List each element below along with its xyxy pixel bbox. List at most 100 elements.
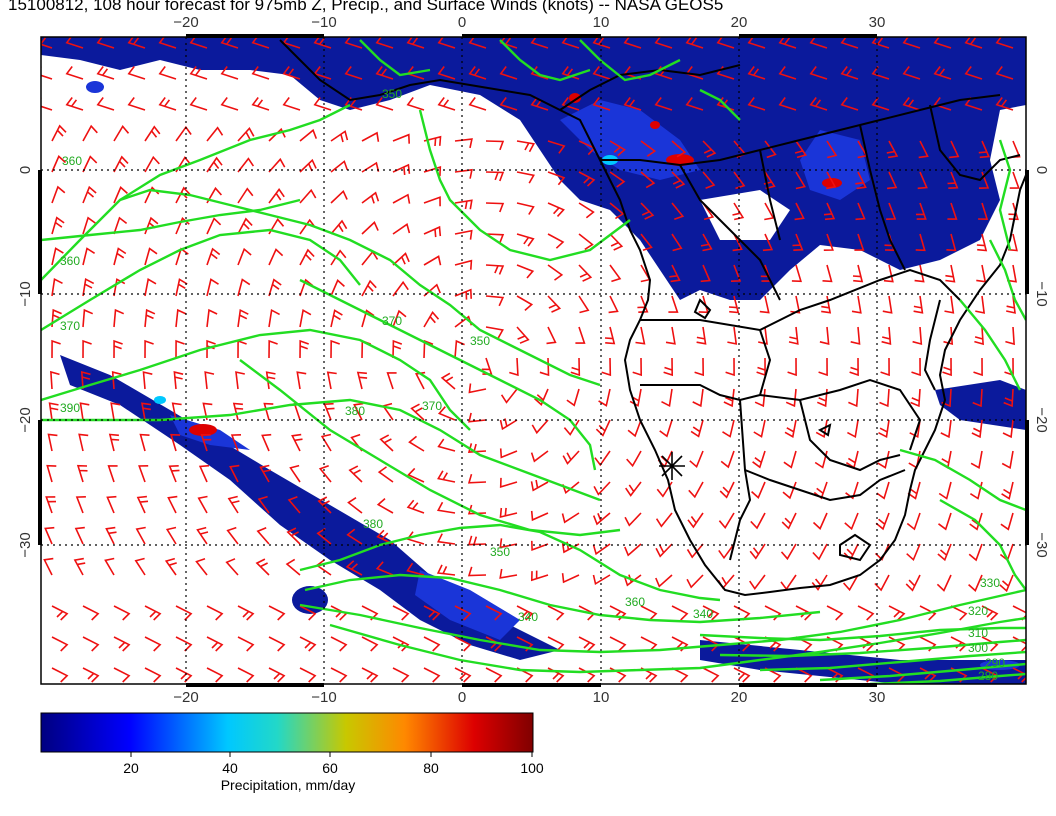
wind-barb	[759, 295, 770, 314]
wind-barb	[547, 140, 566, 154]
wind-barb	[51, 277, 63, 297]
wind-barb	[575, 326, 586, 344]
wind-barb	[516, 202, 535, 215]
wind-barb	[598, 388, 611, 407]
wind-barb	[640, 636, 658, 652]
map-panel: 360 350 370 390 380 370 360 350 340 330 …	[41, 37, 1026, 684]
wind-barb	[936, 574, 952, 592]
wind-barb	[702, 605, 720, 621]
contour-label: 370	[382, 314, 402, 328]
wind-barb	[51, 247, 64, 266]
wind-barb	[732, 233, 743, 252]
wind-barb	[694, 357, 705, 377]
wind-barb	[454, 138, 473, 149]
wind-barb	[686, 574, 704, 589]
wind-barb	[285, 558, 301, 576]
wind-barb	[874, 574, 890, 592]
wind-barb	[812, 543, 828, 561]
wind-barb	[485, 202, 505, 213]
wind-barb	[375, 37, 394, 49]
wind-barb	[592, 66, 611, 80]
wind-barb	[175, 605, 193, 621]
wind-barb	[136, 495, 149, 514]
contour-label: 370	[60, 319, 80, 333]
wind-barb	[175, 308, 187, 328]
wind-barb	[879, 388, 890, 408]
wind-barb	[578, 295, 590, 314]
wind-barb	[230, 434, 242, 452]
wind-barb	[730, 264, 742, 282]
wind-barb	[227, 495, 240, 514]
wind-barb	[423, 283, 441, 297]
wind-barb	[725, 357, 735, 377]
wind-barb	[509, 357, 519, 377]
wind-barb	[918, 140, 929, 159]
lon-label: 0	[458, 14, 466, 31]
wind-barb	[499, 477, 518, 488]
wind-barb	[933, 97, 952, 111]
wind-barb	[318, 464, 332, 483]
wind-barb	[406, 97, 425, 111]
wind-barb	[356, 371, 368, 390]
wind-barb	[237, 636, 255, 652]
wind-barb	[783, 450, 797, 469]
wind-barb	[263, 402, 274, 421]
wind-barb	[375, 66, 394, 80]
wind-barb	[749, 574, 766, 590]
wind-barb	[972, 388, 983, 408]
lat-label: 0	[1033, 166, 1050, 174]
wind-barb	[454, 229, 473, 240]
wind-barb	[189, 66, 208, 80]
wind-barb	[499, 97, 518, 111]
lat-label: −30	[17, 532, 34, 557]
wind-barb	[113, 667, 131, 683]
wind-barb	[578, 667, 596, 683]
wind-barb	[440, 372, 456, 390]
wind-barb	[718, 543, 735, 560]
wind-barb	[51, 155, 67, 173]
wind-barb	[968, 543, 983, 562]
wind-barb	[749, 543, 766, 560]
wind-barb	[330, 160, 349, 173]
wind-barb	[468, 97, 487, 111]
wind-barb	[257, 495, 270, 514]
wind-barb	[141, 402, 152, 421]
wind-barb	[467, 504, 487, 515]
wind-barb	[423, 311, 440, 328]
wind-barb	[947, 202, 958, 220]
wind-barb	[454, 259, 473, 270]
wind-barb	[671, 140, 687, 158]
wind-barb	[377, 466, 394, 483]
colorbar-tick-label: 100	[520, 760, 544, 776]
wind-barb	[812, 512, 828, 530]
wind-barb	[251, 97, 270, 111]
wind-barb	[299, 605, 317, 621]
wind-barb	[826, 171, 837, 190]
wind-barb	[376, 529, 394, 545]
wind-barb	[733, 636, 751, 652]
wind-barb	[361, 667, 379, 683]
wind-barb	[609, 264, 622, 283]
wind-barb	[689, 450, 704, 469]
wind-barb	[816, 388, 828, 408]
wind-barb	[687, 512, 704, 529]
wind-barb	[113, 247, 127, 266]
wind-barb	[106, 495, 117, 514]
wind-barb	[844, 512, 859, 531]
wind-barb	[970, 450, 983, 469]
contour-label: 280	[978, 669, 998, 683]
wind-barb	[696, 326, 707, 345]
wind-barb	[423, 255, 442, 266]
wind-barb	[485, 140, 505, 151]
wind-barb	[949, 140, 960, 159]
wind-barb	[113, 278, 126, 297]
wind-barb	[345, 560, 363, 576]
wind-barb	[220, 66, 239, 80]
wind-barb	[51, 605, 69, 621]
wind-barb	[361, 636, 379, 652]
wind-barb	[392, 252, 410, 266]
lon-label: 10	[593, 14, 610, 31]
wind-barb	[626, 450, 642, 468]
wind-barb	[758, 326, 768, 345]
wind-barb	[933, 66, 952, 80]
